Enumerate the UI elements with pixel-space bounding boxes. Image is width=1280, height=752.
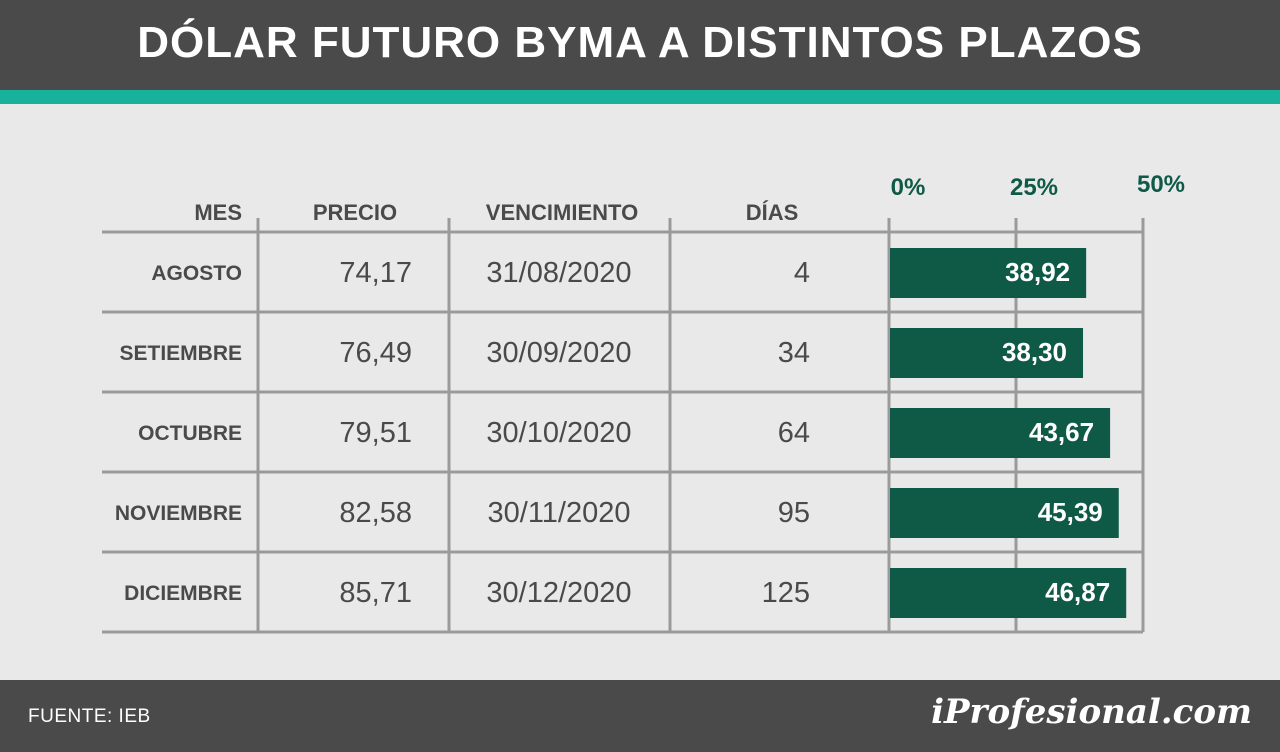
row-days: 95 bbox=[778, 497, 810, 529]
row-price: 79,51 bbox=[339, 417, 412, 449]
rate-bar bbox=[890, 568, 1127, 618]
row-price: 74,17 bbox=[339, 257, 412, 289]
footer-bar bbox=[0, 680, 1280, 752]
row-month: NOVIEMBRE bbox=[115, 502, 242, 525]
x-tick-label: 25% bbox=[1010, 174, 1058, 201]
row-expiry: 30/12/2020 bbox=[486, 577, 631, 609]
column-header: DÍAS bbox=[746, 200, 799, 225]
row-days: 125 bbox=[762, 577, 810, 609]
row-expiry: 30/10/2020 bbox=[486, 417, 631, 449]
row-month: OCTUBRE bbox=[138, 422, 242, 445]
x-tick-label: 0% bbox=[891, 174, 926, 201]
rate-label: 43,67 bbox=[1029, 417, 1094, 447]
row-month: SETIEMBRE bbox=[119, 342, 242, 365]
row-expiry: 31/08/2020 bbox=[486, 257, 631, 289]
rate-bar bbox=[890, 248, 1087, 298]
row-month: DICIEMBRE bbox=[124, 582, 242, 605]
header-bar bbox=[0, 0, 1280, 90]
accent-stripe bbox=[0, 90, 1280, 104]
row-price: 82,58 bbox=[339, 497, 412, 529]
row-days: 64 bbox=[778, 417, 810, 449]
row-expiry: 30/11/2020 bbox=[488, 497, 631, 529]
row-days: 4 bbox=[794, 257, 810, 289]
rate-label: 45,39 bbox=[1038, 497, 1103, 527]
column-header: PRECIO bbox=[313, 200, 397, 225]
rate-label: 38,30 bbox=[1002, 337, 1067, 367]
column-header: MES bbox=[194, 200, 242, 225]
column-header: VENCIMIENTO bbox=[486, 200, 638, 225]
source-label: FUENTE: IEB bbox=[28, 706, 151, 727]
rate-bar bbox=[890, 328, 1084, 378]
row-price: 85,71 bbox=[339, 577, 412, 609]
rate-label: 38,92 bbox=[1005, 257, 1070, 287]
row-expiry: 30/09/2020 bbox=[486, 337, 631, 369]
row-days: 34 bbox=[778, 337, 810, 369]
brand-logo: iProfesional.com bbox=[931, 692, 1252, 732]
rate-bar bbox=[890, 488, 1119, 538]
row-price: 76,49 bbox=[339, 337, 412, 369]
rate-label: 46,87 bbox=[1045, 577, 1110, 607]
x-tick-label: 50% bbox=[1137, 171, 1185, 198]
row-month: AGOSTO bbox=[151, 262, 242, 285]
chart-title: DÓLAR FUTURO BYMA A DISTINTOS PLAZOS bbox=[137, 18, 1143, 67]
rate-bar bbox=[890, 408, 1111, 458]
